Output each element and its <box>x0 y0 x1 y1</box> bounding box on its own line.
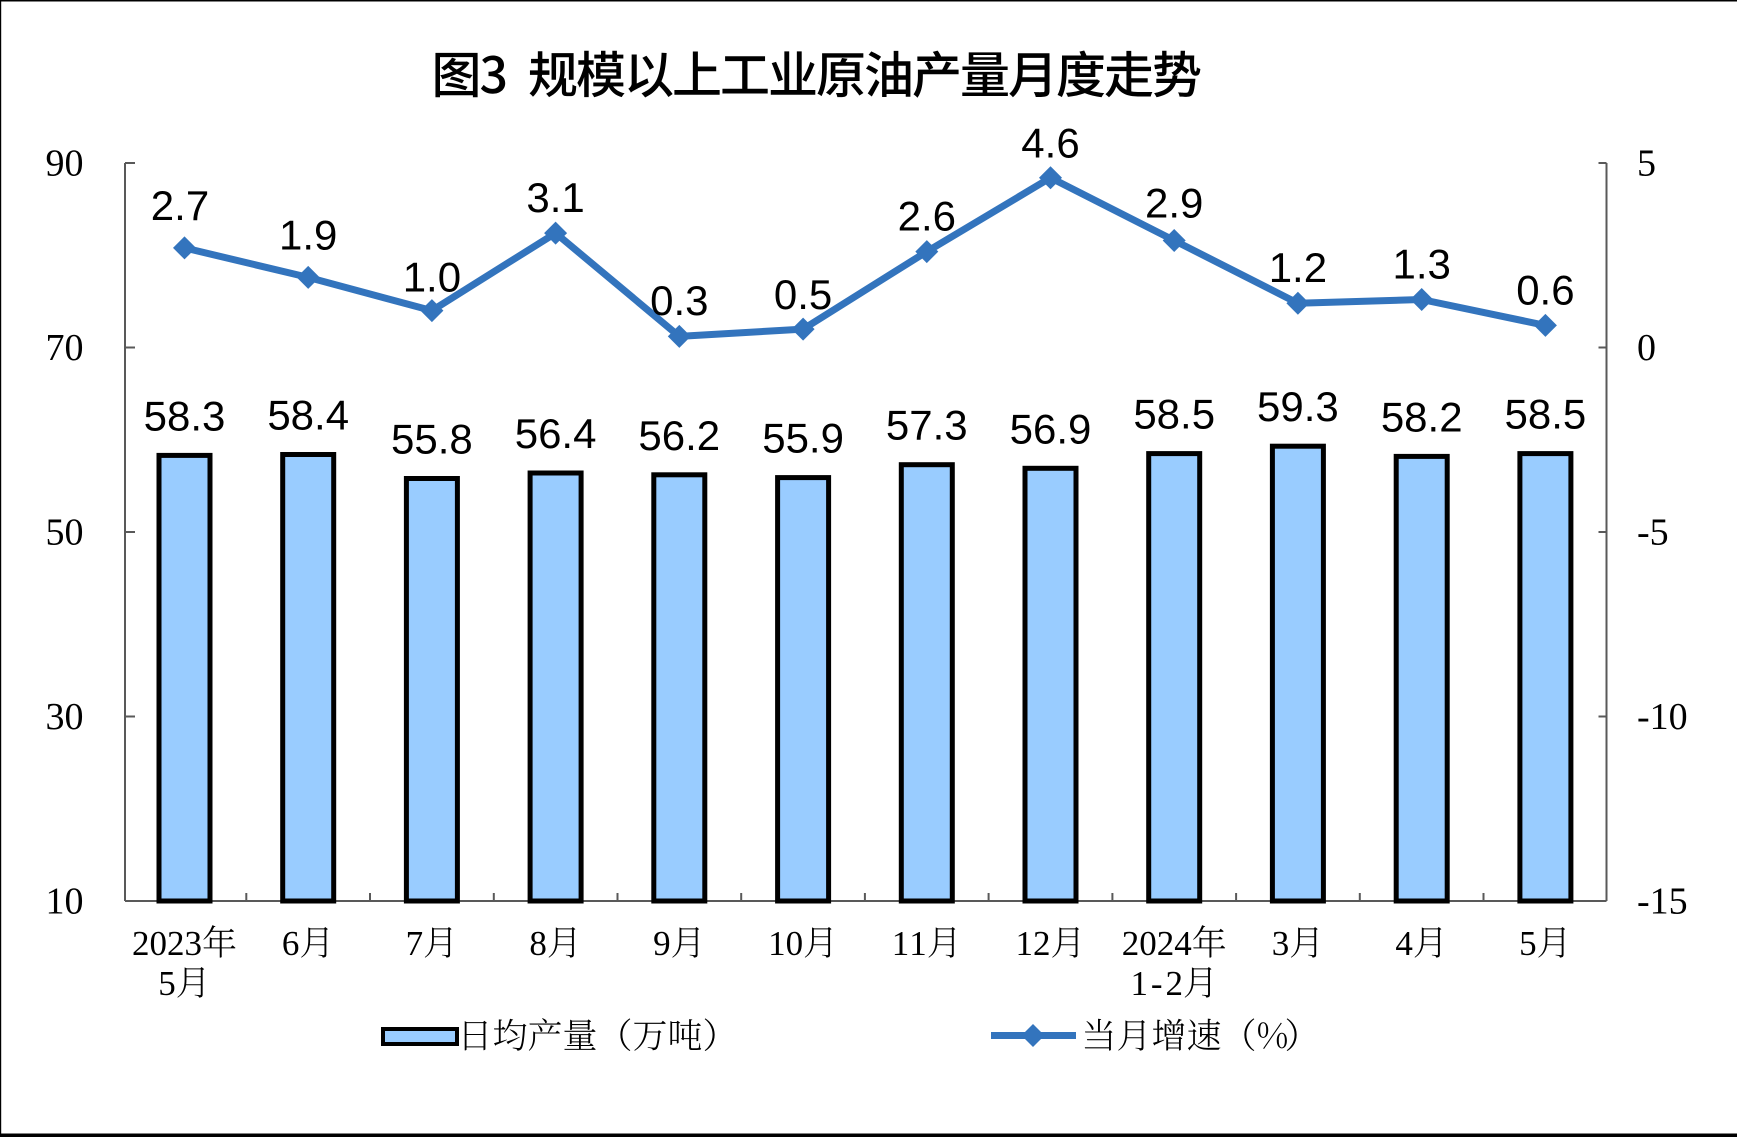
svg-text:2024: 2024 <box>1122 924 1192 963</box>
svg-text:59.3: 59.3 <box>1257 383 1339 430</box>
svg-text:70: 70 <box>46 327 84 369</box>
svg-text:10: 10 <box>46 881 84 923</box>
svg-text:2.7: 2.7 <box>151 182 209 229</box>
svg-text:1: 1 <box>1131 964 1149 1003</box>
svg-text:5: 5 <box>1519 924 1537 963</box>
svg-text:2.6: 2.6 <box>898 193 956 240</box>
svg-text:55.9: 55.9 <box>762 415 844 462</box>
svg-text:9: 9 <box>653 924 671 963</box>
svg-text:6: 6 <box>282 924 300 963</box>
svg-text:30: 30 <box>46 696 84 738</box>
svg-text:58.4: 58.4 <box>267 392 349 439</box>
svg-text:1.0: 1.0 <box>403 254 461 301</box>
svg-text:1.2: 1.2 <box>1269 244 1327 291</box>
svg-text:56.2: 56.2 <box>638 412 720 459</box>
svg-text:3: 3 <box>1272 924 1290 963</box>
svg-text:0: 0 <box>1637 327 1656 369</box>
svg-text:56.9: 56.9 <box>1010 405 1092 452</box>
svg-text:57.3: 57.3 <box>886 402 968 449</box>
svg-text:-: - <box>1151 964 1163 1003</box>
svg-text:-15: -15 <box>1637 881 1688 923</box>
svg-text:3.1: 3.1 <box>526 174 584 221</box>
svg-text:2023: 2023 <box>132 924 202 963</box>
svg-text:12: 12 <box>1016 924 1051 963</box>
svg-text:55.8: 55.8 <box>391 416 473 463</box>
svg-text:90: 90 <box>46 143 84 185</box>
svg-text:56.4: 56.4 <box>515 410 597 457</box>
svg-text:58.3: 58.3 <box>144 392 226 439</box>
svg-text:7: 7 <box>406 924 424 963</box>
svg-text:1.9: 1.9 <box>279 211 337 258</box>
svg-text:0.5: 0.5 <box>774 271 832 318</box>
svg-text:4.6: 4.6 <box>1021 119 1079 166</box>
svg-text:1.3: 1.3 <box>1393 241 1451 288</box>
svg-text:8: 8 <box>529 924 547 963</box>
svg-text:2: 2 <box>1166 964 1184 1003</box>
svg-text:50: 50 <box>46 512 84 554</box>
svg-text:58.5: 58.5 <box>1133 391 1215 438</box>
svg-text:10: 10 <box>768 924 803 963</box>
svg-text:5: 5 <box>158 964 176 1003</box>
svg-text:-10: -10 <box>1637 696 1688 738</box>
svg-text:11: 11 <box>892 924 927 963</box>
svg-text:-5: -5 <box>1637 512 1669 554</box>
svg-text:4: 4 <box>1395 924 1413 963</box>
svg-text:2.9: 2.9 <box>1145 180 1203 227</box>
svg-text:58.2: 58.2 <box>1381 393 1463 440</box>
svg-text:58.5: 58.5 <box>1505 391 1587 438</box>
svg-text:0.3: 0.3 <box>650 277 708 324</box>
svg-text:5: 5 <box>1637 143 1656 185</box>
svg-text:0.6: 0.6 <box>1516 266 1574 313</box>
